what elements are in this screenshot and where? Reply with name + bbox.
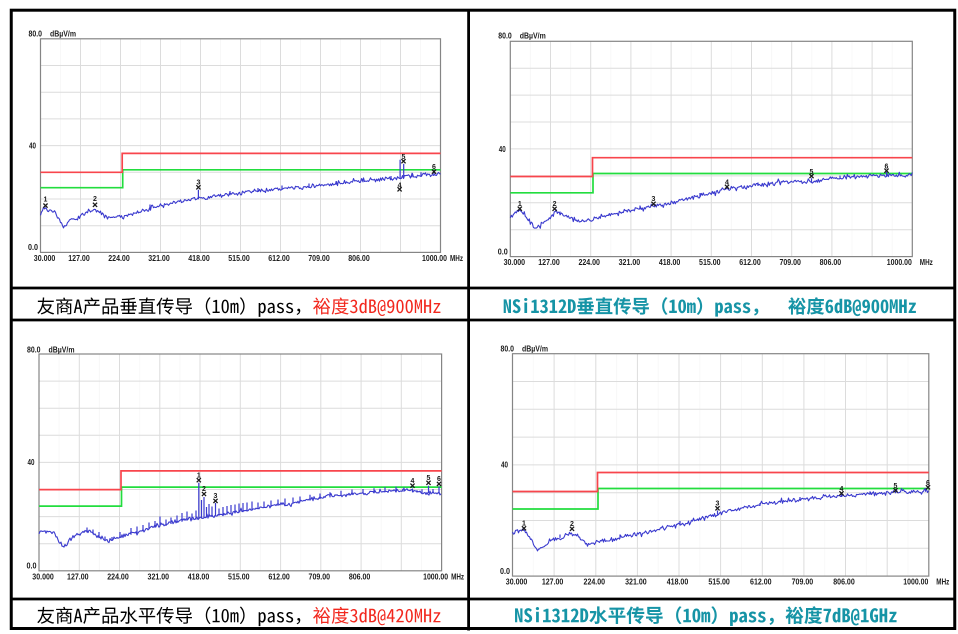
svg-text:40: 40 [28,458,35,467]
svg-text:5: 5 [402,154,406,161]
svg-text:806.00: 806.00 [349,572,371,581]
svg-text:612.00: 612.00 [750,578,772,587]
svg-text:418.00: 418.00 [667,578,689,587]
svg-text:2: 2 [93,196,97,203]
svg-text:2: 2 [570,521,574,528]
svg-text:4: 4 [398,183,402,190]
svg-text:418.00: 418.00 [188,254,210,263]
svg-text:80.0: 80.0 [29,29,43,38]
svg-text:127.00: 127.00 [68,254,90,263]
svg-text:80.0: 80.0 [27,345,41,354]
svg-text:1: 1 [518,201,522,208]
svg-text:dBµV/m: dBµV/m [522,344,548,353]
svg-text:806.00: 806.00 [348,254,370,263]
svg-text:1: 1 [522,520,526,527]
svg-text:5: 5 [894,483,898,490]
svg-text:1000.00: 1000.00 [422,254,447,263]
svg-text:3: 3 [214,493,218,500]
svg-text:127.00: 127.00 [542,578,564,587]
svg-text:515.00: 515.00 [228,254,250,263]
svg-text:2: 2 [202,486,206,493]
svg-text:612.00: 612.00 [739,258,761,267]
svg-text:6: 6 [432,164,436,171]
svg-text:4: 4 [411,478,415,485]
svg-text:224.00: 224.00 [584,578,606,587]
svg-text:80.0: 80.0 [501,344,515,353]
svg-text:127.00: 127.00 [67,572,89,581]
svg-text:515.00: 515.00 [228,572,250,581]
svg-text:321.00: 321.00 [625,578,647,587]
svg-text:1: 1 [44,197,48,204]
svg-text:709.00: 709.00 [779,258,801,267]
svg-text:5: 5 [427,475,431,482]
svg-text:3: 3 [196,180,200,187]
svg-text:MHz: MHz [450,254,463,263]
svg-text:6: 6 [926,480,930,487]
svg-text:321.00: 321.00 [148,572,170,581]
svg-text:709.00: 709.00 [792,578,814,587]
svg-text:MHz: MHz [451,572,464,581]
svg-text:dBµV/m: dBµV/m [49,345,75,354]
svg-text:5: 5 [810,169,814,176]
svg-text:MHz: MHz [936,578,949,587]
svg-text:224.00: 224.00 [108,254,130,263]
svg-text:40: 40 [499,145,506,154]
svg-text:515.00: 515.00 [708,578,730,587]
svg-text:709.00: 709.00 [309,572,331,581]
svg-text:4: 4 [725,180,729,187]
svg-text:2: 2 [553,201,557,208]
svg-text:30.000: 30.000 [34,254,56,263]
svg-text:224.00: 224.00 [107,572,129,581]
svg-text:dBµV/m: dBµV/m [50,29,76,38]
svg-text:dBµV/m: dBµV/m [520,32,546,41]
svg-text:30.000: 30.000 [504,258,526,267]
svg-text:321.00: 321.00 [619,258,641,267]
svg-text:224.00: 224.00 [578,258,600,267]
svg-text:709.00: 709.00 [308,254,330,263]
svg-text:MHz: MHz [920,258,933,267]
svg-text:806.00: 806.00 [833,578,855,587]
svg-text:1000.00: 1000.00 [903,578,928,587]
svg-text:0.0: 0.0 [27,562,37,571]
svg-text:3: 3 [652,196,656,203]
svg-text:6: 6 [885,163,889,170]
svg-text:515.00: 515.00 [699,258,721,267]
svg-text:30.000: 30.000 [506,578,528,587]
svg-text:80.0: 80.0 [498,32,512,41]
svg-text:1000.00: 1000.00 [423,572,448,581]
svg-text:4: 4 [840,486,844,493]
svg-text:40: 40 [29,141,36,150]
svg-text:40: 40 [501,461,508,470]
svg-text:0.0: 0.0 [28,243,38,252]
svg-text:321.00: 321.00 [148,254,170,263]
svg-text:0.0: 0.0 [500,567,510,576]
svg-text:0.0: 0.0 [498,247,508,256]
svg-text:6: 6 [437,476,441,483]
svg-text:30.000: 30.000 [32,572,54,581]
svg-text:127.00: 127.00 [538,258,560,267]
svg-text:3: 3 [716,500,720,507]
svg-text:806.00: 806.00 [820,258,842,267]
svg-text:418.00: 418.00 [659,258,681,267]
svg-text:612.00: 612.00 [268,572,290,581]
svg-text:418.00: 418.00 [188,572,210,581]
svg-text:612.00: 612.00 [268,254,290,263]
svg-text:1000.00: 1000.00 [887,258,912,267]
svg-text:1: 1 [197,472,201,479]
